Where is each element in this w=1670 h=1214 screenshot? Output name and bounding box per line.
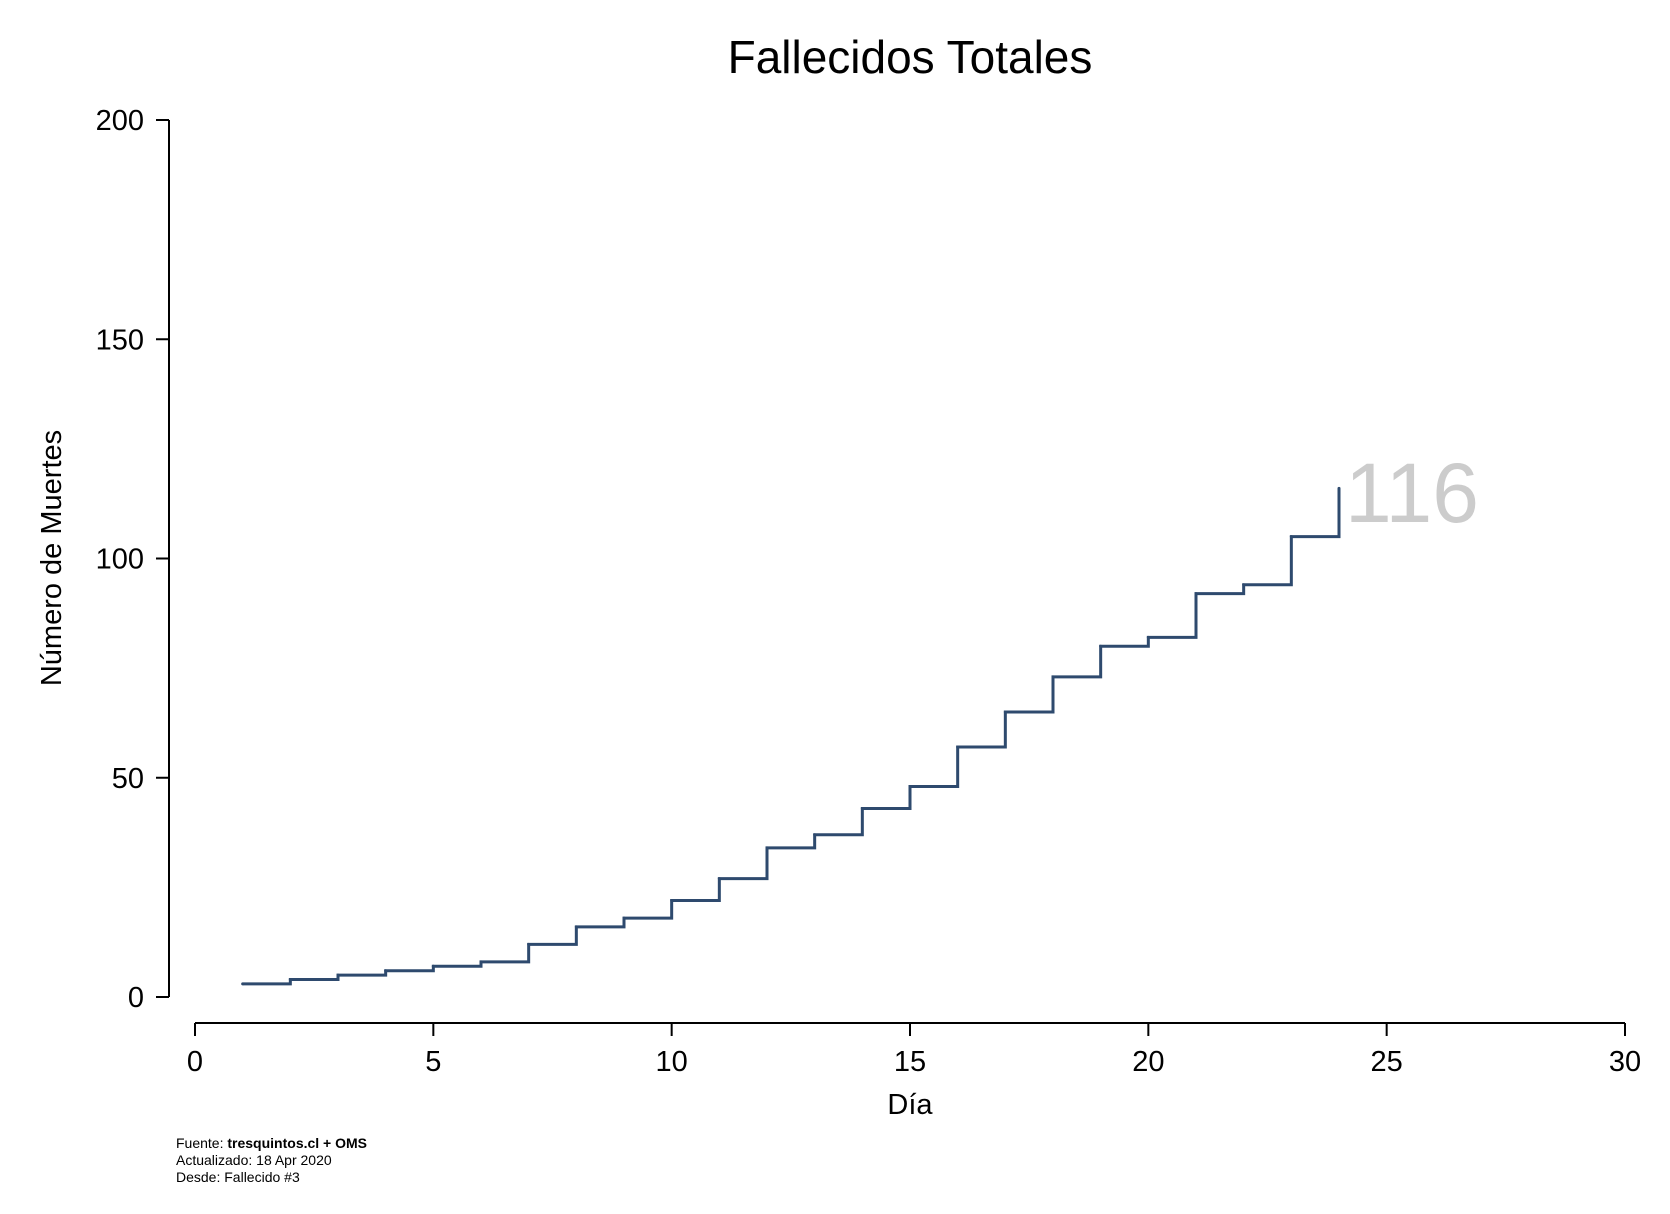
x-tick-label-10: 10: [656, 1046, 688, 1078]
data-point-18: [1051, 675, 1055, 679]
y-tick-label-100: 100: [96, 544, 144, 576]
data-point-17: [1003, 710, 1007, 714]
series-line-0: [242, 488, 1341, 986]
data-point-19: [1099, 644, 1103, 648]
data-point-12: [765, 846, 769, 850]
x-tick-label-25: 25: [1371, 1046, 1403, 1078]
y-axis: 0 50 100 150 200: [96, 105, 170, 1014]
footer-updated: Actualizado: 18 Apr 2020: [176, 1152, 332, 1168]
x-tick-label-20: 20: [1132, 1046, 1164, 1078]
footer: Fuente: tresquintos.cl + OMS Actualizado…: [176, 1135, 367, 1185]
x-tick-label-5: 5: [425, 1046, 441, 1078]
data-point-5: [431, 964, 435, 968]
data-point-1: [241, 982, 245, 986]
footer-since: Desde: Fallecido #3: [176, 1169, 300, 1185]
data-point-7: [527, 942, 531, 946]
data-point-16: [956, 745, 960, 749]
end-value-label: 116: [1345, 446, 1479, 540]
data-point-9: [622, 916, 626, 920]
data-point-24: [1337, 486, 1341, 490]
y-tick-label-200: 200: [96, 105, 144, 137]
data-point-23: [1289, 535, 1293, 539]
x-tick-label-15: 15: [894, 1046, 926, 1078]
footer-source-prefix: Fuente:: [176, 1135, 227, 1151]
data-point-14: [860, 806, 864, 810]
data-point-2: [288, 977, 292, 981]
series-layer: [241, 486, 1341, 986]
data-point-8: [574, 925, 578, 929]
data-point-10: [670, 899, 674, 903]
y-tick-label-150: 150: [96, 324, 144, 356]
y-tick-label-50: 50: [112, 763, 144, 795]
data-point-6: [479, 960, 483, 964]
footer-source-bold: tresquintos.cl + OMS: [227, 1135, 367, 1151]
data-point-3: [336, 973, 340, 977]
footer-source: Fuente: tresquintos.cl + OMS: [176, 1135, 367, 1151]
x-axis-title: Día: [887, 1089, 933, 1121]
y-axis-title: Número de Muertes: [36, 430, 68, 686]
chart-title: Fallecidos Totales: [728, 31, 1093, 83]
x-tick-label-0: 0: [187, 1046, 203, 1078]
y-tick-label-0: 0: [128, 982, 144, 1014]
data-point-4: [384, 969, 388, 973]
data-point-21: [1194, 592, 1198, 596]
x-tick-label-30: 30: [1609, 1046, 1641, 1078]
data-point-13: [813, 833, 817, 837]
data-point-15: [908, 785, 912, 789]
x-axis: 0 5 10 15 20 25 30: [187, 1022, 1641, 1078]
data-point-11: [717, 877, 721, 881]
data-point-22: [1242, 583, 1246, 587]
data-point-20: [1146, 635, 1150, 639]
